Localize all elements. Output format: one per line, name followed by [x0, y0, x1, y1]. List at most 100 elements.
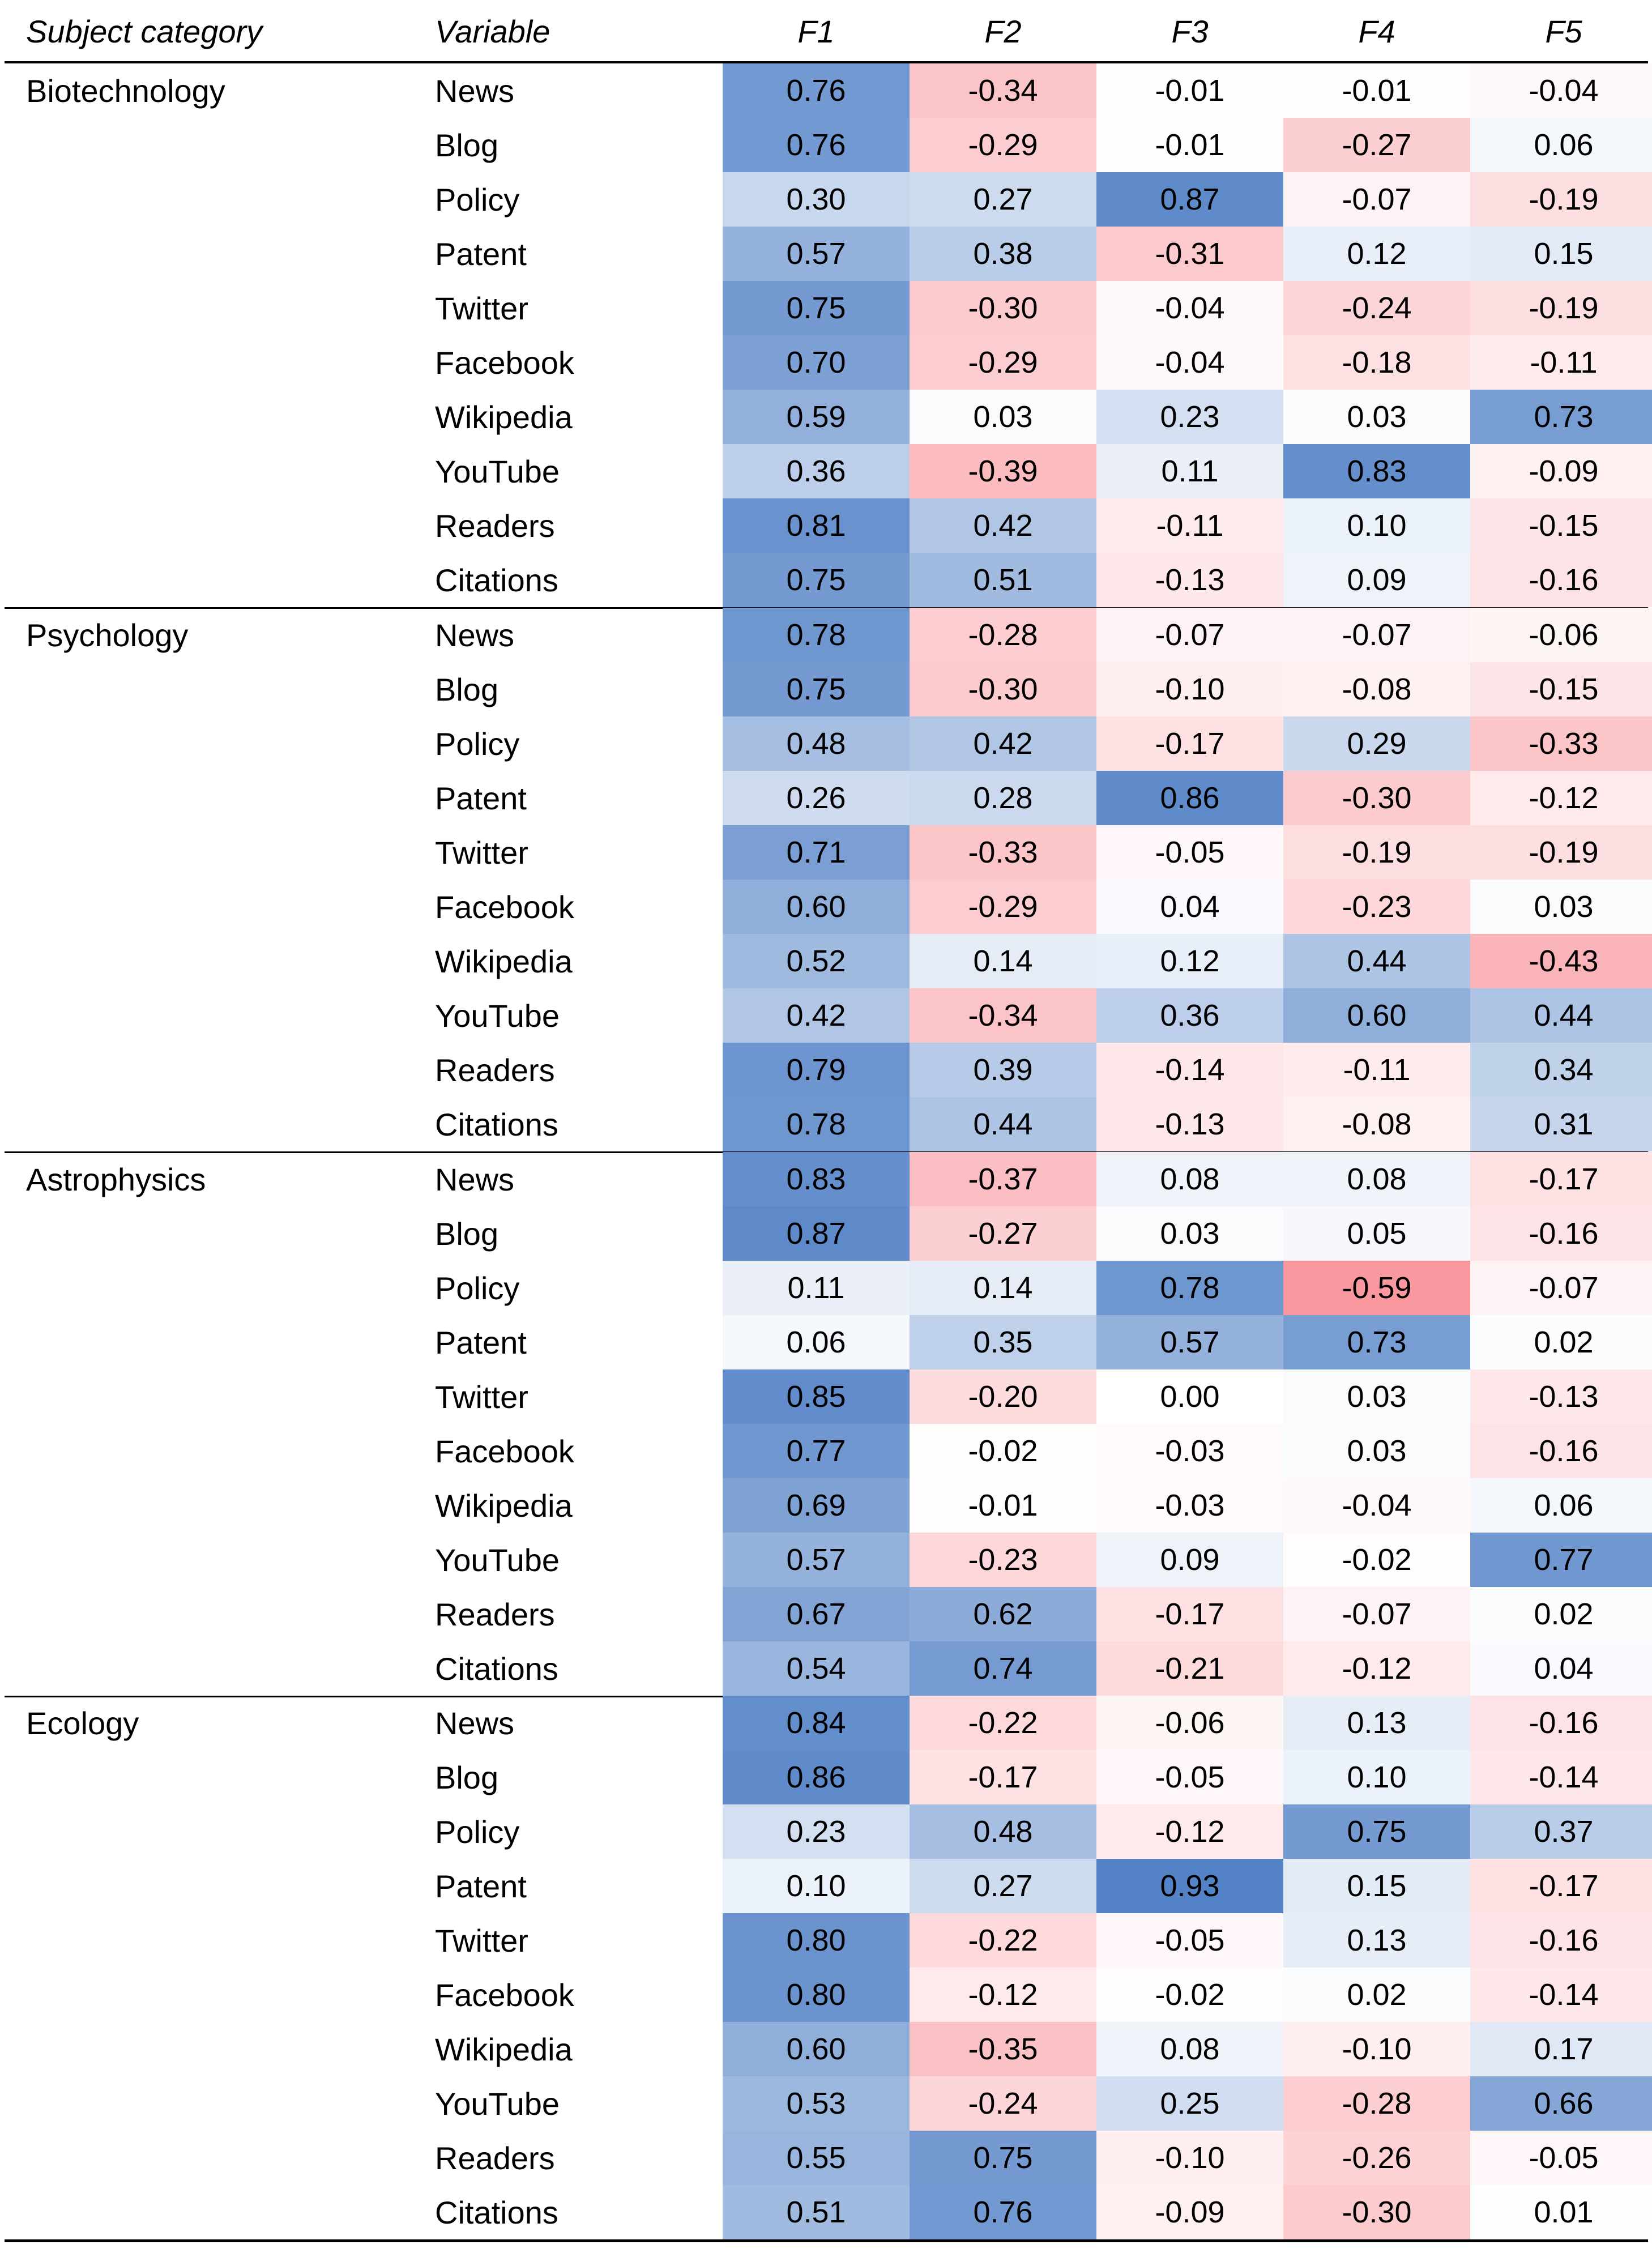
heatmap-cell: 0.03	[1283, 1369, 1470, 1424]
heatmap-cell: -0.12	[1096, 1804, 1283, 1859]
heatmap-cell: -0.16	[1470, 1696, 1652, 1750]
heatmap-cell: -0.14	[1470, 1750, 1652, 1804]
heatmap-cell: 0.93	[1096, 1859, 1283, 1913]
heatmap-cell: -0.29	[910, 118, 1096, 172]
variable-label: YouTube	[435, 997, 560, 1034]
header-rule	[5, 61, 1648, 63]
heatmap-cell: -0.17	[910, 1750, 1096, 1804]
heatmap-cell: -0.22	[910, 1913, 1096, 1968]
heatmap-cell: -0.12	[1283, 1641, 1470, 1696]
heatmap-cell: -0.17	[1470, 1859, 1652, 1913]
heatmap-cell: 0.02	[1470, 1587, 1652, 1641]
heatmap-cell: -0.34	[910, 988, 1096, 1043]
heatmap-cell: 0.30	[723, 172, 910, 227]
heatmap-cell: 0.84	[723, 1696, 910, 1750]
variable-label: Policy	[435, 726, 520, 762]
heatmap-cell: 0.10	[1283, 498, 1470, 553]
variable-label: News	[435, 1705, 515, 1741]
heatmap-cell: 0.80	[723, 1968, 910, 2022]
heatmap-cell: -0.13	[1470, 1369, 1652, 1424]
heatmap-cell: 0.70	[723, 335, 910, 390]
heatmap-cell: 0.25	[1096, 2076, 1283, 2131]
heatmap-cell: -0.04	[1283, 1478, 1470, 1533]
heatmap-cell: 0.08	[1283, 1152, 1470, 1206]
heatmap-cell: 0.75	[723, 281, 910, 335]
heatmap-cell: -0.19	[1283, 825, 1470, 880]
variable-label: Twitter	[435, 290, 528, 326]
heatmap-cell: 0.75	[1283, 1804, 1470, 1859]
heatmap-cell: 0.73	[1470, 390, 1652, 444]
heatmap-cell: 0.02	[1470, 1315, 1652, 1369]
variable-label: Policy	[435, 1270, 520, 1306]
variable-label: Citations	[435, 1106, 558, 1142]
variable-label: Patent	[435, 236, 527, 272]
heatmap-cell: 0.14	[910, 934, 1096, 988]
heatmap-cell: 0.10	[723, 1859, 910, 1913]
heatmap-cell: -0.14	[1470, 1968, 1652, 2022]
variable-label: Readers	[435, 1596, 555, 1632]
header-f1: F1	[797, 13, 835, 49]
heatmap-cell: -0.39	[910, 444, 1096, 498]
heatmap-cell: 0.17	[1470, 2022, 1652, 2076]
heatmap-cell: -0.27	[910, 1206, 1096, 1261]
heatmap-cell: -0.19	[1470, 281, 1652, 335]
variable-label: News	[435, 617, 515, 653]
heatmap-cell: -0.16	[1470, 1913, 1652, 1968]
heatmap-cell: 0.39	[910, 1043, 1096, 1097]
heatmap-cell: -0.11	[1096, 498, 1283, 553]
heatmap-cell: -0.02	[910, 1424, 1096, 1478]
heatmap-cell: 0.37	[1470, 1804, 1652, 1859]
heatmap-cell: -0.03	[1096, 1424, 1283, 1478]
heatmap-cell: -0.29	[910, 880, 1096, 934]
table-bottom-rule	[5, 2239, 1648, 2242]
heatmap-cell: 0.38	[910, 227, 1096, 281]
heatmap-cell: -0.07	[1470, 1261, 1652, 1315]
heatmap-cell: 0.31	[1470, 1097, 1652, 1151]
heatmap-cell: -0.01	[1283, 63, 1470, 118]
variable-label: Citations	[435, 2194, 558, 2230]
heatmap-cell: 0.69	[723, 1478, 910, 1533]
heatmap-cell: 0.44	[910, 1097, 1096, 1151]
heatmap-cell: 0.87	[723, 1206, 910, 1261]
header-f2: F2	[984, 13, 1022, 49]
variable-label: Facebook	[435, 1433, 574, 1469]
heatmap-cell: 0.48	[910, 1804, 1096, 1859]
variable-label: Blog	[435, 1215, 499, 1252]
heatmap-cell: 0.03	[910, 390, 1096, 444]
heatmap-cell: 0.02	[1283, 1968, 1470, 2022]
variable-label: Twitter	[435, 834, 528, 871]
heatmap-cell: -0.15	[1470, 662, 1652, 716]
heatmap-cell: -0.35	[910, 2022, 1096, 2076]
heatmap-cell: 0.03	[1283, 390, 1470, 444]
heatmap-cell: -0.09	[1470, 444, 1652, 498]
heatmap-cell: -0.21	[1096, 1641, 1283, 1696]
heatmap-cell: -0.16	[1470, 553, 1652, 607]
heatmap-cell: -0.19	[1470, 172, 1652, 227]
heatmap-cell: -0.20	[910, 1369, 1096, 1424]
heatmap-cell: -0.59	[1283, 1261, 1470, 1315]
heatmap-cell: -0.27	[1283, 118, 1470, 172]
heatmap-cell: -0.43	[1470, 934, 1652, 988]
category-label: Astrophysics	[26, 1161, 206, 1197]
heatmap-cell: -0.04	[1470, 63, 1652, 118]
heatmap-cell: -0.31	[1096, 227, 1283, 281]
heatmap-cell: 0.76	[723, 63, 910, 118]
heatmap-cell: 0.29	[1283, 716, 1470, 771]
heatmap-cell: 0.06	[1470, 1478, 1652, 1533]
heatmap-cell: 0.35	[910, 1315, 1096, 1369]
heatmap-cell: -0.17	[1470, 1152, 1652, 1206]
heatmap-cell: -0.30	[910, 281, 1096, 335]
heatmap-cell: 0.08	[1096, 2022, 1283, 2076]
heatmap-cell: -0.34	[910, 63, 1096, 118]
heatmap-cell: 0.04	[1096, 880, 1283, 934]
heatmap-cell: 0.78	[1096, 1261, 1283, 1315]
heatmap-cell: 0.51	[910, 553, 1096, 607]
heatmap-cell: 0.15	[1470, 227, 1652, 281]
heatmap-cell: 0.01	[1470, 2185, 1652, 2239]
heatmap-cell: 0.76	[910, 2185, 1096, 2239]
heatmap-cell: -0.13	[1096, 553, 1283, 607]
heatmap-cell: -0.05	[1096, 1750, 1283, 1804]
heatmap-cell: -0.06	[1470, 608, 1652, 662]
heatmap-cell: 0.74	[910, 1641, 1096, 1696]
heatmap-cell: -0.23	[1283, 880, 1470, 934]
